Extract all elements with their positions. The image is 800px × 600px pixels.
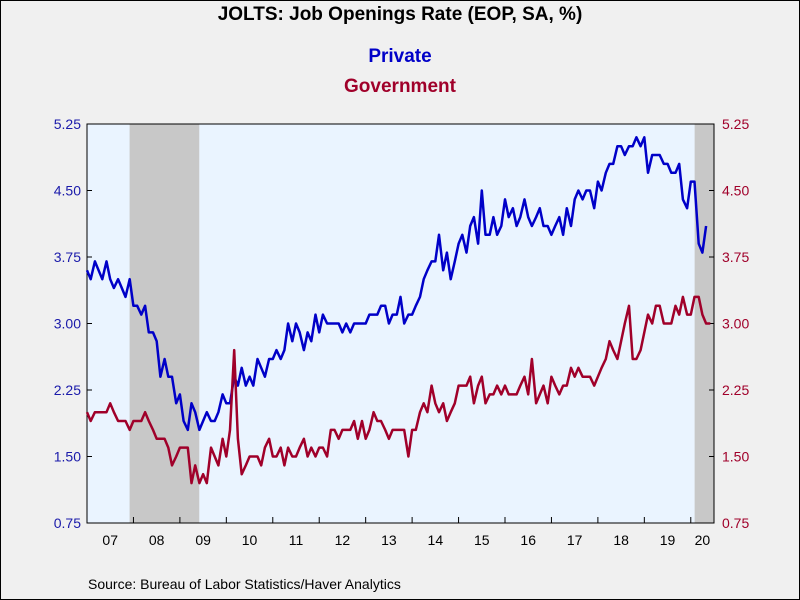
x-tick-label: 11 (289, 532, 304, 548)
series-line-private (85, 136, 708, 432)
y-tick-label-right: 2.25 (722, 382, 749, 398)
y-tick-label-left: 2.25 (54, 382, 81, 398)
y-tick-label-left: 5.25 (54, 116, 81, 132)
x-tick-label: 18 (613, 532, 629, 548)
x-tick-label: 20 (695, 532, 711, 548)
x-tick-label: 10 (242, 532, 258, 548)
x-tick-label: 16 (520, 532, 536, 548)
x-tick-label: 15 (474, 532, 490, 548)
y-tick-label-right: 3.00 (722, 316, 749, 332)
x-tick-label: 09 (195, 532, 211, 548)
y-tick-label-left: 4.50 (54, 183, 81, 199)
y-tick-label-right: 4.50 (722, 183, 749, 199)
y-tick-label-right: 5.25 (722, 116, 749, 132)
x-tick-label: 14 (428, 532, 444, 548)
x-tick-label: 19 (660, 532, 676, 548)
y-tick-label-left: 3.00 (54, 316, 81, 332)
y-tick-label-left: 1.50 (54, 449, 81, 465)
recession-band-1 (694, 124, 714, 523)
chart-title: JOLTS: Job Openings Rate (EOP, SA, %) (217, 4, 583, 25)
y-tick-label-left: 0.75 (54, 515, 81, 531)
y-tick-label-left: 3.75 (54, 249, 81, 265)
x-tick-label: 08 (149, 532, 165, 548)
x-tick-label: 13 (381, 532, 397, 548)
y-tick-label-right: 0.75 (722, 515, 749, 531)
y-tick-label-right: 3.75 (722, 249, 749, 265)
y-tick-label-right: 1.50 (722, 449, 749, 465)
x-tick-label: 07 (102, 532, 118, 548)
series-line-government (85, 295, 711, 485)
source-note: Source: Bureau of Labor Statistics/Haver… (88, 576, 401, 592)
x-tick-label: 12 (335, 532, 351, 548)
legend-private: Private (368, 46, 432, 67)
legend-government: Government (344, 76, 456, 97)
x-tick-label: 17 (567, 532, 583, 548)
